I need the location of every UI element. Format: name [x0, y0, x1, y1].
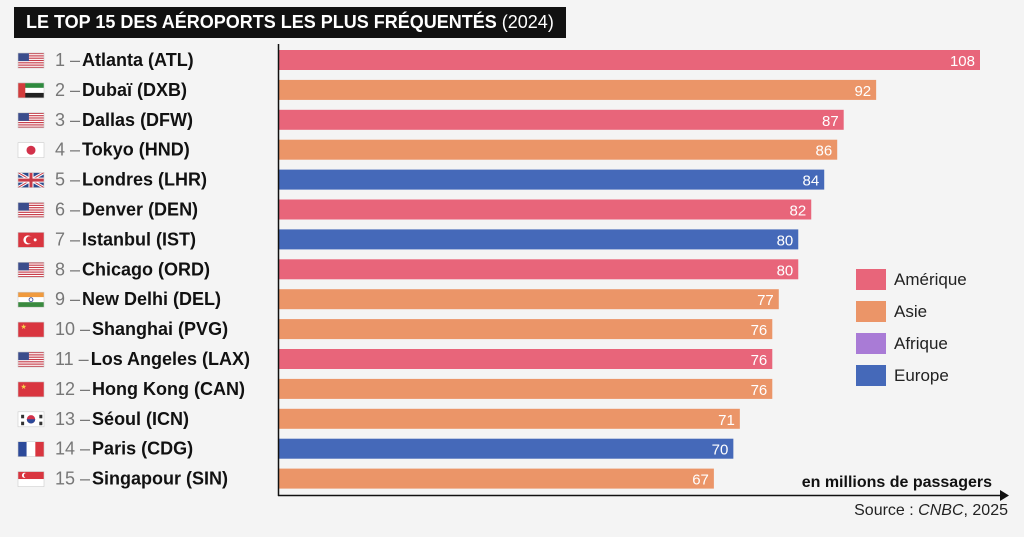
source-suffix: , 2025: [963, 502, 1008, 519]
legend-swatch-amerique: [856, 269, 886, 290]
airport-label: Séoul (ICN): [92, 409, 189, 429]
source-name: CNBC: [918, 502, 964, 519]
singapore-flag-icon: [17, 471, 45, 487]
bar-singapour-sin: [279, 468, 714, 489]
bar-s-oul-icn: [279, 408, 740, 429]
airport-label: Londres (LHR): [82, 170, 207, 190]
bar-atlanta-atl: [279, 50, 980, 70]
airport-label: Chicago (ORD): [82, 259, 210, 279]
uae-flag-icon: [17, 82, 45, 99]
turkey-flag-icon: [17, 232, 45, 248]
value-label: 80: [777, 262, 794, 279]
us-flag-icon: [17, 52, 45, 69]
rank-label: 14 –: [55, 439, 90, 459]
legend-swatch-europe: [856, 365, 886, 386]
rank-label: 11 –: [55, 349, 89, 369]
china-flag-icon: ★: [17, 321, 45, 338]
airport-label: Istanbul (IST): [82, 229, 196, 249]
us-flag-icon: [17, 112, 45, 129]
rank-label: 5 –: [55, 170, 80, 190]
rank-label: 2 –: [55, 80, 80, 100]
legend-label-asie: Asie: [894, 302, 928, 321]
airport-label: Paris (CDG): [92, 439, 193, 459]
rank-label: 10 –: [55, 319, 90, 339]
rank-label: 13 –: [55, 409, 90, 429]
axis-unit-label: en millions de passagers: [801, 474, 992, 491]
airport-label: Dubaï (DXB): [82, 80, 187, 100]
value-label: 76: [751, 322, 768, 339]
rank-label: 15 –: [55, 469, 90, 489]
value-label: 76: [751, 382, 768, 399]
value-label: 77: [757, 292, 774, 309]
us-flag-icon: [17, 351, 45, 368]
uk-flag-icon: [17, 171, 45, 189]
bar-los-angeles-lax: [279, 349, 773, 369]
bar-londres-lhr: [279, 169, 825, 190]
airport-label: Hong Kong (CAN): [92, 379, 245, 399]
rank-label: 8 –: [55, 259, 80, 279]
legend-swatch-afrique: [856, 333, 886, 354]
value-label: 108: [950, 53, 975, 70]
value-label: 70: [712, 442, 729, 459]
airport-label: Singapour (SIN): [92, 469, 228, 489]
airport-label: Denver (DEN): [82, 200, 198, 220]
china-flag-icon: ★: [17, 381, 45, 398]
chart-title-year: (2024): [501, 12, 554, 32]
bar-chicago-ord: [279, 259, 799, 280]
bar-tokyo-hnd: [279, 139, 838, 160]
rank-label: 12 –: [55, 379, 90, 399]
korea-flag-icon: [17, 411, 45, 428]
source-prefix: Source :: [854, 502, 914, 519]
axis-arrow-icon: [1000, 490, 1009, 501]
airport-label: Tokyo (HND): [82, 140, 190, 160]
value-label: 86: [816, 143, 833, 160]
legend-label-afrique: Afrique: [894, 334, 948, 353]
airport-label: Shanghai (PVG): [92, 319, 228, 339]
source-note: Source : CNBC, 2025: [854, 502, 1008, 520]
rank-label: 1 –: [55, 50, 80, 70]
value-label: 92: [854, 83, 871, 100]
value-label: 84: [803, 173, 820, 190]
legend-swatch-asie: [856, 301, 886, 322]
value-label: 76: [751, 352, 768, 369]
us-flag-icon: [17, 261, 45, 278]
chart-title: LE TOP 15 DES AÉROPORTS LES PLUS FRÉQUEN…: [14, 7, 566, 38]
bar-duba-dxb: [279, 79, 877, 100]
chart-title-text: LE TOP 15 DES AÉROPORTS LES PLUS FRÉQUEN…: [26, 12, 497, 32]
legend-label-amerique: Amérique: [894, 270, 967, 289]
bar-hong-kong-can: [279, 378, 773, 399]
bar-istanbul-ist: [279, 229, 799, 250]
value-label: 87: [822, 113, 839, 130]
airport-label: Dallas (DFW): [82, 110, 193, 130]
svg-text:★: ★: [21, 323, 27, 331]
svg-text:★: ★: [21, 383, 27, 391]
bar-shanghai-pvg: [279, 319, 773, 340]
value-label: 80: [777, 232, 794, 249]
rank-label: 3 –: [55, 110, 80, 130]
japan-flag-icon: [17, 142, 45, 158]
value-label: 71: [718, 412, 735, 429]
rank-label: 7 –: [55, 229, 80, 249]
bar-new-delhi-del: [279, 289, 779, 310]
airport-label: Los Angeles (LAX): [91, 349, 250, 369]
value-label: 67: [692, 472, 709, 489]
us-flag-icon: [17, 202, 45, 218]
bar-dallas-dfw: [279, 109, 844, 130]
bar-paris-cdg: [279, 438, 734, 459]
india-flag-icon: [17, 291, 45, 308]
legend-label-europe: Europe: [894, 366, 949, 385]
value-label: 82: [790, 203, 807, 220]
airport-label: Atlanta (ATL): [82, 50, 194, 70]
rank-label: 9 –: [55, 289, 80, 309]
bar-denver-den: [279, 199, 812, 220]
rank-label: 4 –: [55, 140, 80, 160]
rank-label: 6 –: [55, 200, 80, 220]
france-flag-icon: [17, 441, 45, 458]
airport-label: New Delhi (DEL): [82, 289, 221, 309]
